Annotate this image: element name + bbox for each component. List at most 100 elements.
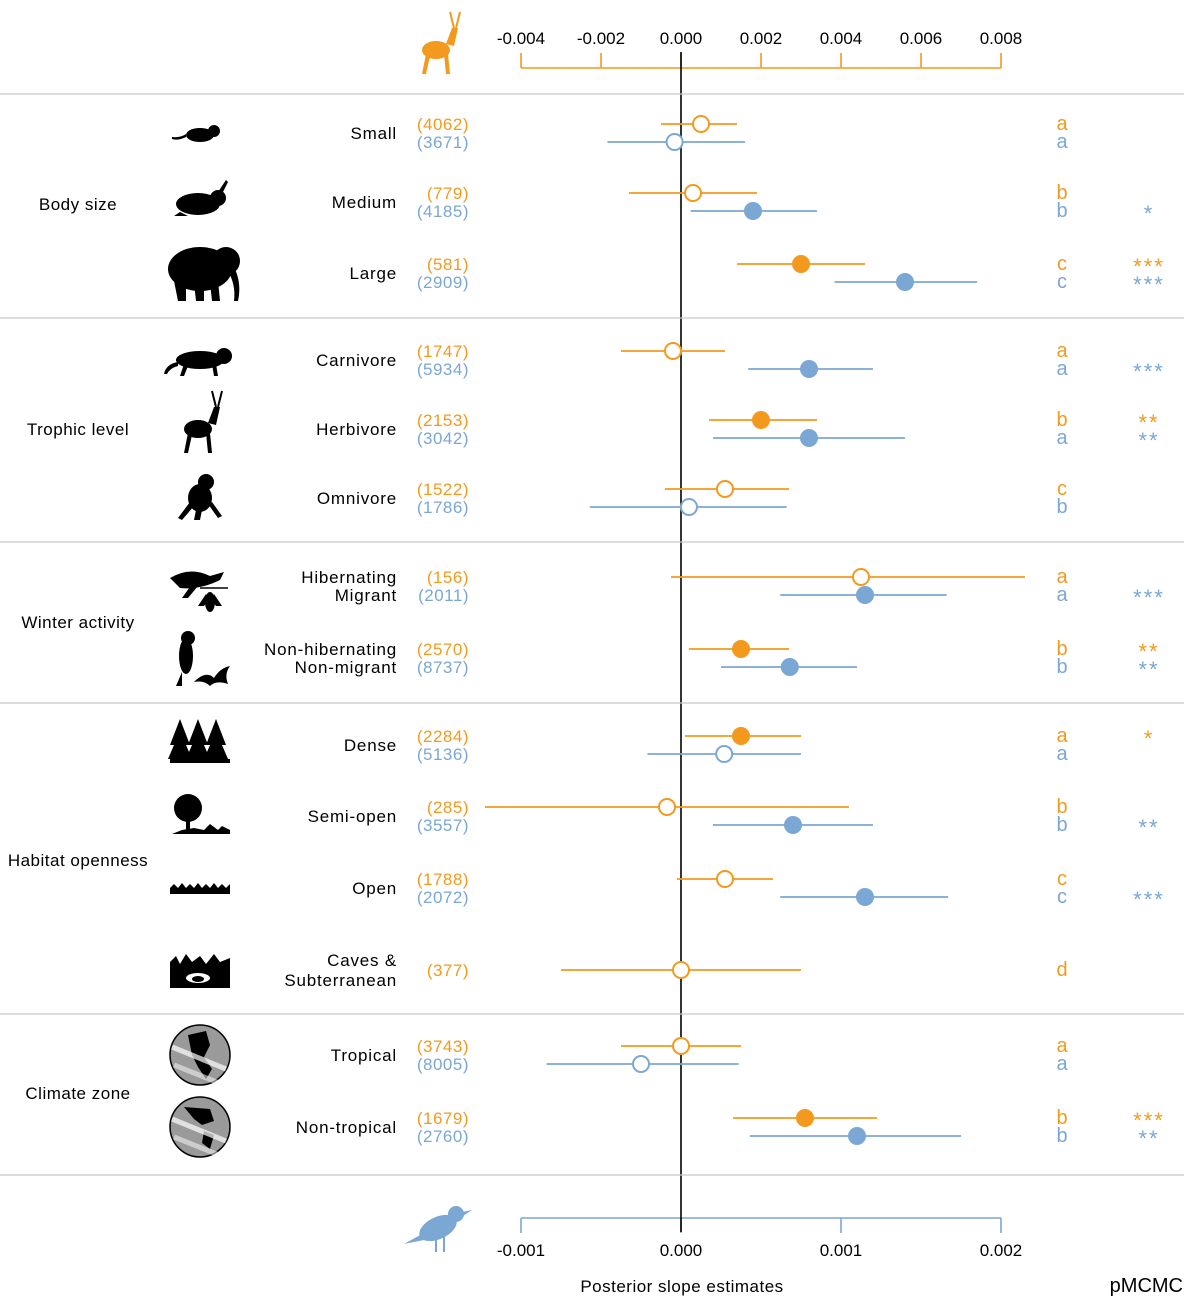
forest-icon-shape — [204, 719, 228, 759]
mammal-estimate-point — [658, 798, 676, 816]
row-label: Hibernating — [301, 568, 397, 587]
bird-sample-size: (4185) — [417, 202, 469, 221]
monkey-icon-shape — [188, 484, 212, 512]
rat-icon-shape — [186, 128, 214, 142]
mammal-group-letter: b — [1056, 182, 1067, 204]
tree-grass-icon-shape — [172, 824, 230, 834]
mammal-sample-size: (1788) — [417, 870, 469, 889]
parrot-bat-icon-shape — [194, 666, 230, 686]
mammal-sample-size: (2284) — [417, 727, 469, 746]
row-label: Semi-open — [308, 807, 397, 826]
bird-group-letter: a — [1056, 427, 1068, 449]
forest-row: Dense (2284) a * (5136) a — [168, 719, 1152, 765]
bird-icon-shape — [448, 1206, 464, 1222]
row-label: Subterranean — [284, 971, 397, 990]
bird-sample-size: (3557) — [417, 816, 469, 835]
bird-sample-size: (8737) — [417, 658, 469, 677]
antelope-icon-shape — [422, 41, 450, 59]
forest-icon — [168, 719, 230, 763]
group-label: Body size — [39, 195, 117, 214]
globe-temperate-icon — [171, 1116, 227, 1144]
forest-icon-shape — [186, 719, 210, 759]
globe-temperate-icon — [173, 1134, 225, 1160]
bird-estimate-point — [665, 133, 684, 151]
mammal-estimate-point — [796, 1109, 814, 1127]
antelope-icon-shape — [184, 433, 192, 453]
goose-bat-icon-shape — [198, 594, 208, 606]
parrot-bat-icon — [176, 631, 230, 686]
forest-icon-shape — [168, 719, 192, 759]
goose-bat-icon-shape — [205, 592, 215, 612]
cave-icon-shape — [192, 976, 204, 982]
bird-sample-size: (1786) — [417, 498, 469, 517]
bottom-axis-tick-label: 0.000 — [660, 1241, 703, 1260]
bird-sample-size: (2072) — [417, 888, 469, 907]
bottom-axis-tick-label: 0.002 — [980, 1241, 1023, 1260]
row-label: Medium — [332, 193, 397, 212]
top-axis-tick-label: 0.004 — [820, 29, 863, 48]
bird-group-letter: c — [1057, 271, 1067, 293]
bird-significance-stars: *** — [1133, 887, 1165, 912]
bird-group-letter: b — [1056, 496, 1067, 518]
grass-icon — [170, 883, 230, 894]
tree-grass-icon — [186, 820, 190, 834]
bottom-axis-tick-label: 0.001 — [820, 1241, 863, 1260]
group-label: Winter activity — [21, 613, 134, 632]
forest-row: Herbivore (2153) b ** (3042) a ** — [184, 390, 1158, 453]
bird-group-letter: b — [1056, 814, 1067, 836]
mammal-group-letter: a — [1056, 566, 1068, 588]
mammal-group-letter: b — [1056, 1107, 1067, 1129]
row-label: Dense — [344, 736, 397, 755]
bird-group-letter: a — [1056, 1053, 1068, 1075]
top-axis-tick-label: 0.008 — [980, 29, 1023, 48]
top-axis-tick-label: -0.002 — [577, 29, 625, 48]
mammal-group-letter: c — [1057, 868, 1067, 890]
mammal-sample-size: (581) — [427, 255, 469, 274]
elephant-icon-shape — [210, 281, 220, 301]
elephant-icon-shape — [194, 283, 204, 301]
mammal-sample-size: (779) — [427, 184, 469, 203]
row-label: Small — [350, 124, 397, 143]
leopard-icon-shape — [176, 351, 224, 369]
leopard-icon-shape — [216, 348, 232, 364]
antelope-icon-shape — [184, 420, 212, 438]
bird-group-letter: b — [1056, 656, 1067, 678]
mammal-group-letter: b — [1056, 409, 1067, 431]
leopard-icon-shape — [164, 362, 178, 374]
globe-temperate-icon — [169, 1096, 231, 1160]
goose-bat-icon-shape — [212, 594, 222, 606]
top-axis-tick-label: -0.004 — [497, 29, 545, 48]
bird-estimate-point — [800, 360, 818, 378]
row-label: Migrant — [335, 586, 397, 605]
bird-significance-stars: *** — [1133, 272, 1165, 297]
mammal-estimate-point — [732, 727, 750, 745]
mammal-group-letter: c — [1057, 478, 1067, 500]
antelope-icon — [449, 11, 455, 29]
mammal-sample-size: (4062) — [417, 115, 469, 134]
mammal-estimate-point — [752, 411, 770, 429]
bird-estimate-point — [800, 429, 818, 447]
elephant-icon-shape — [212, 247, 240, 275]
bird-group-letter: a — [1056, 358, 1068, 380]
bird-estimate-point — [632, 1055, 650, 1073]
mammal-estimate-point — [716, 480, 734, 498]
monkey-icon-shape — [198, 474, 214, 490]
bird-sample-size: (3671) — [417, 133, 469, 152]
cave-icon-shape — [170, 954, 230, 988]
bird-group-letter: b — [1056, 200, 1067, 222]
mammal-group-letter: a — [1056, 725, 1068, 747]
mammal-sample-size: (1747) — [417, 342, 469, 361]
bird-significance-stars: *** — [1133, 585, 1165, 610]
top-axis-tick-label: 0.000 — [660, 29, 703, 48]
mammal-sample-size: (2570) — [417, 640, 469, 659]
row-label: Carnivore — [316, 351, 397, 370]
bird-significance-stars: * — [1144, 201, 1155, 226]
monkey-icon-shape — [208, 502, 222, 518]
mammal-estimate-point — [792, 255, 810, 273]
bird-group-letter: c — [1057, 886, 1067, 908]
mammal-sample-size: (285) — [427, 798, 469, 817]
bird-sample-size: (2011) — [418, 586, 469, 605]
parrot-bat-icon-shape — [181, 631, 195, 645]
leopard-icon-shape — [180, 364, 188, 376]
